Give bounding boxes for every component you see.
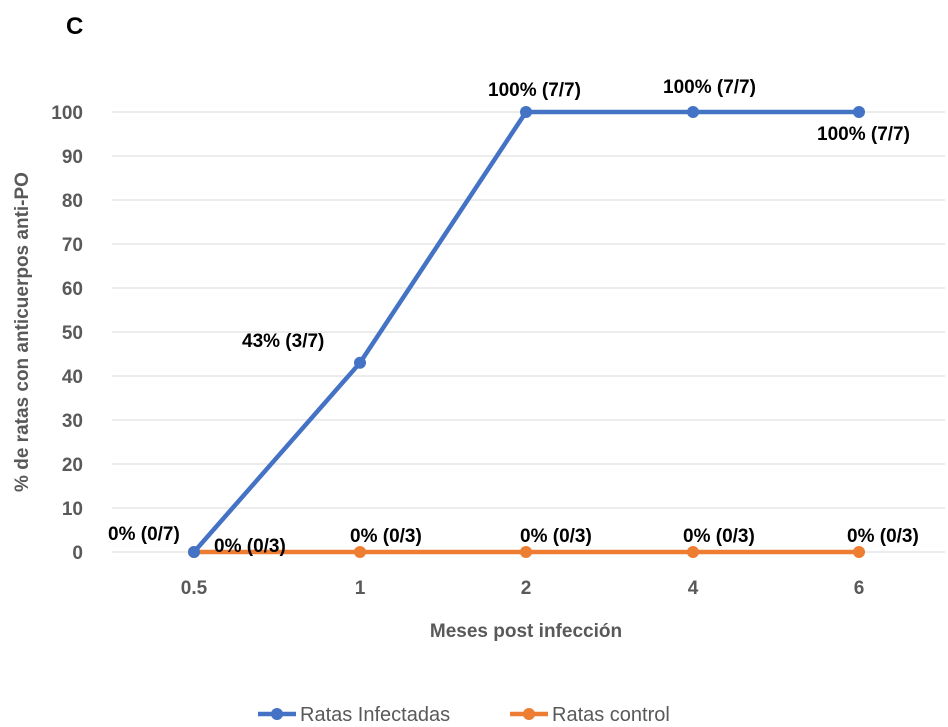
data-point <box>188 546 200 558</box>
x-tick-label: 0.5 <box>181 578 208 599</box>
x-axis-title: Meses post infección <box>430 621 622 642</box>
data-point <box>687 546 699 558</box>
data-point <box>354 546 366 558</box>
y-tick-label: 30 <box>62 411 83 432</box>
legend-marker <box>523 708 535 720</box>
y-tick-label: 60 <box>62 279 83 300</box>
data-label: 0% (0/3) <box>847 526 919 547</box>
legend-label: Ratas control <box>552 704 670 726</box>
data-labels: 0% (0/7) 43% (3/7) 100% (7/7) 100% (7/7) 100… <box>108 77 919 557</box>
y-tick-label: 40 <box>62 367 83 388</box>
data-label: 43% (3/7) <box>242 331 324 352</box>
series-0 <box>188 106 865 558</box>
data-label: 100% (7/7) <box>488 80 581 101</box>
data-point <box>853 106 865 118</box>
y-axis-title: % de ratas con anticuerpos anti-PO <box>12 172 33 492</box>
y-tick-label: 50 <box>62 323 83 344</box>
data-point <box>687 106 699 118</box>
y-tick-label: 10 <box>62 499 83 520</box>
legend: Ratas Infectadas Ratas control <box>258 704 670 726</box>
data-label: 0% (0/7) <box>108 524 180 545</box>
data-label: 0% (0/3) <box>214 536 286 557</box>
y-axis-ticks: 0 10 20 30 40 50 60 70 80 90 100 <box>51 103 83 564</box>
data-point <box>520 106 532 118</box>
series-group <box>188 106 865 558</box>
data-point <box>853 546 865 558</box>
gridlines <box>112 111 945 553</box>
x-tick-label: 1 <box>355 578 366 599</box>
x-tick-label: 4 <box>688 578 699 599</box>
y-tick-label: 90 <box>62 147 83 168</box>
legend-marker <box>271 708 283 720</box>
data-label: 0% (0/3) <box>683 526 755 547</box>
series-1 <box>188 546 865 558</box>
x-tick-label: 6 <box>854 578 865 599</box>
y-tick-label: 100 <box>51 103 83 124</box>
data-point <box>520 546 532 558</box>
legend-item: Ratas Infectadas <box>258 704 450 726</box>
legend-item: Ratas control <box>510 704 670 726</box>
panel-label: C <box>66 13 83 40</box>
x-tick-label: 2 <box>521 578 532 599</box>
data-label: 100% (7/7) <box>817 124 910 145</box>
y-tick-label: 0 <box>72 543 83 564</box>
data-point <box>354 356 366 369</box>
y-tick-label: 20 <box>62 455 83 476</box>
data-label: 0% (0/3) <box>520 526 592 547</box>
data-label: 100% (7/7) <box>663 77 756 98</box>
y-tick-label: 80 <box>62 191 83 212</box>
y-tick-label: 70 <box>62 235 83 256</box>
x-axis-ticks: 0.5 1 2 4 6 <box>181 578 865 599</box>
data-label: 0% (0/3) <box>350 526 422 547</box>
legend-label: Ratas Infectadas <box>300 704 450 726</box>
